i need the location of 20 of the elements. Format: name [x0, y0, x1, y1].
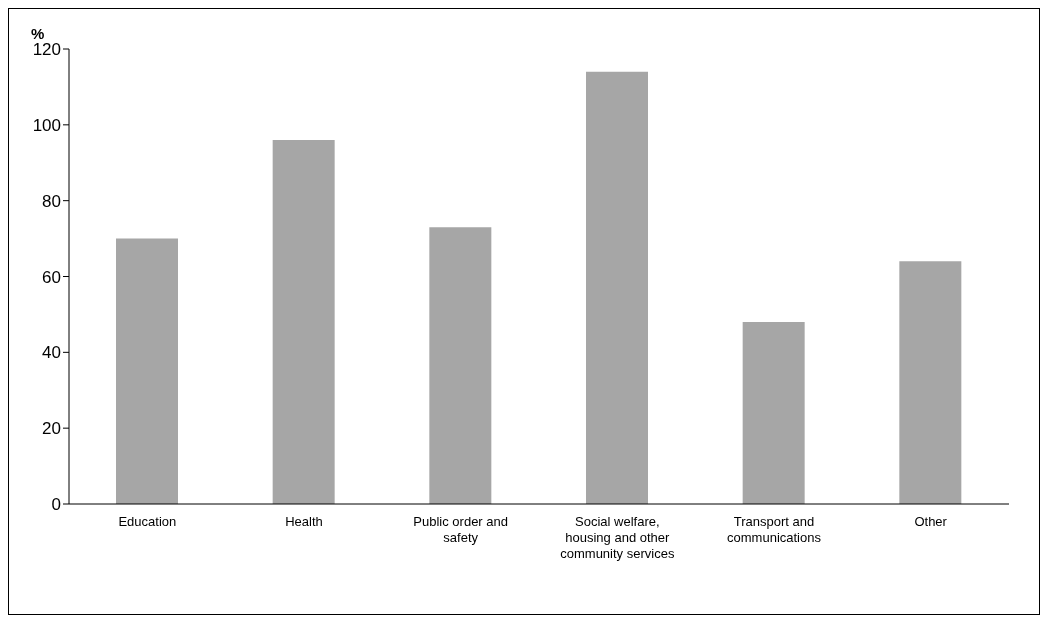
y-tick-label: 20 [42, 419, 61, 439]
bar [899, 261, 962, 504]
x-tick-label: Education [118, 514, 177, 529]
x-tick-label: Social welfare, housing and other community services [560, 514, 675, 561]
bar [429, 227, 492, 504]
bar [586, 71, 648, 504]
y-tick-label: 120 [32, 40, 61, 60]
x-tick-label: Public order and safety [413, 514, 508, 545]
bar [272, 140, 335, 504]
y-tick-label: 40 [42, 343, 61, 363]
bar [116, 238, 178, 504]
bar [742, 322, 805, 504]
y-tick-label: 100 [32, 115, 61, 135]
y-tick-label: 60 [42, 267, 61, 287]
y-axis-title: % [31, 25, 45, 42]
y-tick-label: 80 [42, 191, 61, 211]
x-tick-label: Other [914, 514, 948, 529]
x-tick-label: Transport and communications [727, 514, 822, 545]
y-tick-label: 0 [51, 495, 61, 515]
x-tick-label: Health [285, 514, 323, 529]
